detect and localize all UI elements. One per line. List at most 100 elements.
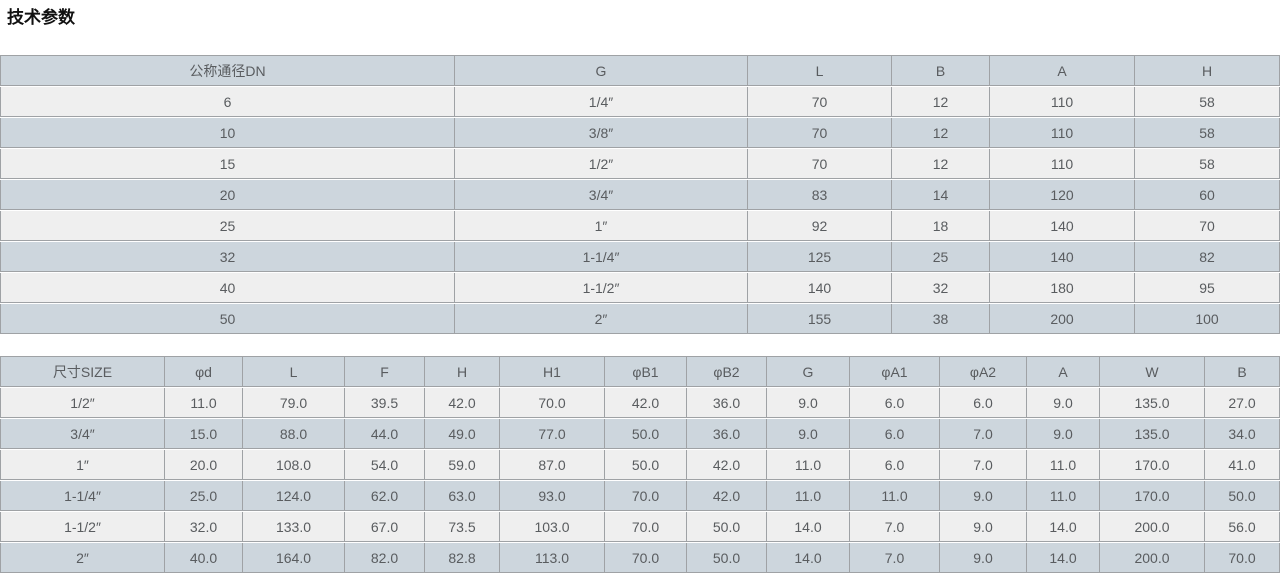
table-row: 25 1″ 92 18 140 70: [0, 211, 1280, 241]
table-cell: 9.0: [1027, 388, 1100, 418]
table-cell: 42.0: [687, 450, 767, 480]
table-cell: 11.0: [165, 388, 243, 418]
table-cell: 110: [990, 118, 1135, 148]
table-row: 6 1/4″ 70 12 110 58: [0, 87, 1280, 117]
table-cell: 50.0: [605, 419, 687, 449]
table-cell: 124.0: [243, 481, 345, 511]
table-cell: 6.0: [850, 419, 940, 449]
table-cell: 82.8: [425, 543, 500, 573]
table-cell: 170.0: [1100, 481, 1205, 511]
table-cell: 1-1/4″: [455, 242, 748, 272]
table-cell: 70.0: [605, 543, 687, 573]
column-header: B: [1205, 356, 1280, 387]
column-header: H: [425, 356, 500, 387]
table-cell: 2″: [455, 304, 748, 334]
table-cell: 36.0: [687, 388, 767, 418]
table-cell: 15: [0, 149, 455, 179]
table-cell: 77.0: [500, 419, 605, 449]
table-cell: 60: [1135, 180, 1280, 210]
table-cell: 135.0: [1100, 419, 1205, 449]
column-header: L: [748, 55, 892, 86]
table-cell: 39.5: [345, 388, 425, 418]
table-cell: 88.0: [243, 419, 345, 449]
table-cell: 93.0: [500, 481, 605, 511]
table-cell: 49.0: [425, 419, 500, 449]
table-cell: 155: [748, 304, 892, 334]
table-cell: 42.0: [687, 481, 767, 511]
column-header: B: [892, 55, 990, 86]
table-cell: 14.0: [767, 512, 850, 542]
table-cell: 200: [990, 304, 1135, 334]
column-header: φB2: [687, 356, 767, 387]
table-row: 40 1-1/2″ 140 32 180 95: [0, 273, 1280, 303]
table-cell: 38: [892, 304, 990, 334]
table-cell: 170.0: [1100, 450, 1205, 480]
table-cell: 9.0: [767, 388, 850, 418]
table-cell: 83: [748, 180, 892, 210]
table-cell: 1/2″: [455, 149, 748, 179]
table-cell: 36.0: [687, 419, 767, 449]
column-header: G: [767, 356, 850, 387]
table-cell: 41.0: [1205, 450, 1280, 480]
table-cell: 70.0: [1205, 543, 1280, 573]
table-cell: 25.0: [165, 481, 243, 511]
table-cell: 3/4″: [455, 180, 748, 210]
table-row: 1-1/4″ 25.0 124.0 62.0 63.0 93.0 70.0 42.0 11.0 1…: [0, 481, 1280, 511]
table-cell: 58: [1135, 149, 1280, 179]
table-cell: 110: [990, 87, 1135, 117]
table-cell: 40.0: [165, 543, 243, 573]
table-cell: 95: [1135, 273, 1280, 303]
table-cell: 7.0: [850, 512, 940, 542]
table-cell: 200.0: [1100, 543, 1205, 573]
table-cell: 108.0: [243, 450, 345, 480]
table-cell: 70.0: [500, 388, 605, 418]
table-cell: 6.0: [850, 450, 940, 480]
column-header: L: [243, 356, 345, 387]
table-cell: 59.0: [425, 450, 500, 480]
table-cell: 14: [892, 180, 990, 210]
table-cell: 40: [0, 273, 455, 303]
table-cell: 2″: [0, 543, 165, 573]
table-cell: 50.0: [687, 543, 767, 573]
table-cell: 14.0: [1027, 543, 1100, 573]
table-cell: 9.0: [1027, 419, 1100, 449]
column-header: A: [1027, 356, 1100, 387]
table-cell: 200.0: [1100, 512, 1205, 542]
table-cell: 1-1/2″: [0, 512, 165, 542]
column-header: φA2: [940, 356, 1027, 387]
table-cell: 6.0: [850, 388, 940, 418]
table-cell: 54.0: [345, 450, 425, 480]
table-cell: 50.0: [605, 450, 687, 480]
table-row: 3/4″ 15.0 88.0 44.0 49.0 77.0 50.0 36.0 9.0 6.0 7.…: [0, 419, 1280, 449]
nominal-diameter-dimensions-table: 公称通径DN G L B A H 6 1/4″ 70 12 110 58 10 3/8″ 70 12 110 58…: [0, 54, 1280, 335]
table-cell: 125: [748, 242, 892, 272]
table-cell: 34.0: [1205, 419, 1280, 449]
column-header: F: [345, 356, 425, 387]
column-header: 尺寸SIZE: [0, 356, 165, 387]
table-cell: 140: [990, 211, 1135, 241]
column-header: H1: [500, 356, 605, 387]
table-cell: 1/2″: [0, 388, 165, 418]
table-cell: 25: [0, 211, 455, 241]
table-cell: 15.0: [165, 419, 243, 449]
table-cell: 73.5: [425, 512, 500, 542]
table-cell: 103.0: [500, 512, 605, 542]
table-cell: 62.0: [345, 481, 425, 511]
table-cell: 14.0: [767, 543, 850, 573]
table-row: 1-1/2″ 32.0 133.0 67.0 73.5 103.0 70.0 50.0 14.0…: [0, 512, 1280, 542]
table-cell: 11.0: [850, 481, 940, 511]
table-cell: 67.0: [345, 512, 425, 542]
table-cell: 10: [0, 118, 455, 148]
table-row: 10 3/8″ 70 12 110 58: [0, 118, 1280, 148]
table-cell: 50.0: [687, 512, 767, 542]
table-cell: 110: [990, 149, 1135, 179]
table-row: 32 1-1/4″ 125 25 140 82: [0, 242, 1280, 272]
table-row: 1″ 20.0 108.0 54.0 59.0 87.0 50.0 42.0 11.0 6.0 7.…: [0, 450, 1280, 480]
column-header: φd: [165, 356, 243, 387]
table-cell: 1″: [455, 211, 748, 241]
table-row: 50 2″ 155 38 200 100: [0, 304, 1280, 334]
table-cell: 44.0: [345, 419, 425, 449]
table-cell: 1-1/4″: [0, 481, 165, 511]
table-cell: 12: [892, 87, 990, 117]
